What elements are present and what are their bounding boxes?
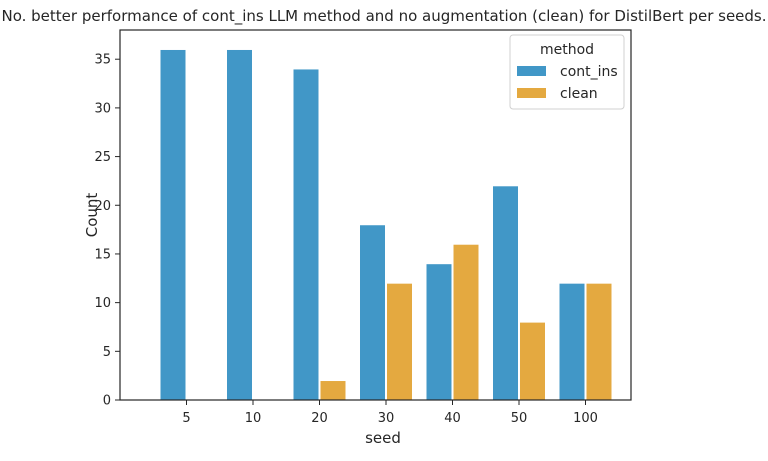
plot-frame bbox=[119, 29, 632, 401]
y-axis: 0 5 10 15 20 25 30 35 bbox=[94, 53, 120, 409]
legend: method cont_ins clean bbox=[509, 34, 625, 110]
x-tick-label: 50 bbox=[511, 411, 528, 426]
y-tick-label: 10 bbox=[94, 296, 111, 311]
bars-layer bbox=[159, 48, 613, 401]
y-tick-label: 35 bbox=[94, 53, 111, 68]
bar-clean-seed-30 bbox=[386, 282, 413, 401]
bar-clean-seed-20 bbox=[319, 380, 347, 401]
y-tick-label: 15 bbox=[94, 247, 111, 262]
y-tick-label: 25 bbox=[94, 150, 111, 165]
bar-clean-seed-40 bbox=[452, 243, 480, 401]
y-tick-label: 30 bbox=[94, 101, 111, 116]
y-tick-label: 5 bbox=[103, 345, 111, 360]
x-tick-label: 10 bbox=[245, 411, 262, 426]
bar-cont-ins-seed-40 bbox=[425, 263, 453, 401]
x-tick-label: 20 bbox=[311, 411, 328, 426]
x-tick-label: 100 bbox=[573, 411, 598, 426]
chart-title: No. better performance of cont_ins LLM m… bbox=[1, 7, 766, 26]
x-tick-label: 30 bbox=[378, 411, 395, 426]
y-axis-label: Count bbox=[83, 193, 101, 238]
bar-cont-ins-seed-10 bbox=[226, 48, 253, 401]
y-tick-label: 0 bbox=[103, 394, 111, 409]
bar-cont-ins-seed-50 bbox=[492, 185, 519, 401]
bar-cont-ins-seed-30 bbox=[359, 224, 386, 401]
bar-clean-seed-50 bbox=[519, 321, 546, 401]
legend-label-clean: clean bbox=[560, 86, 598, 102]
x-tick-label: 5 bbox=[182, 411, 190, 426]
bar-clean-seed-100 bbox=[585, 282, 613, 401]
legend-swatch-clean bbox=[517, 88, 546, 98]
y-tick-label: 20 bbox=[94, 199, 111, 214]
legend-title: method bbox=[540, 42, 594, 58]
legend-label-cont-ins: cont_ins bbox=[560, 64, 618, 80]
x-tick-label: 40 bbox=[444, 411, 461, 426]
bar-cont-ins-seed-5 bbox=[159, 48, 187, 401]
bar-cont-ins-seed-100 bbox=[558, 282, 586, 401]
bar-cont-ins-seed-20 bbox=[292, 68, 320, 401]
x-axis: 5 10 20 30 40 50 100 bbox=[182, 400, 598, 426]
x-axis-label: seed bbox=[365, 429, 401, 447]
legend-swatch-cont-ins bbox=[517, 66, 546, 76]
